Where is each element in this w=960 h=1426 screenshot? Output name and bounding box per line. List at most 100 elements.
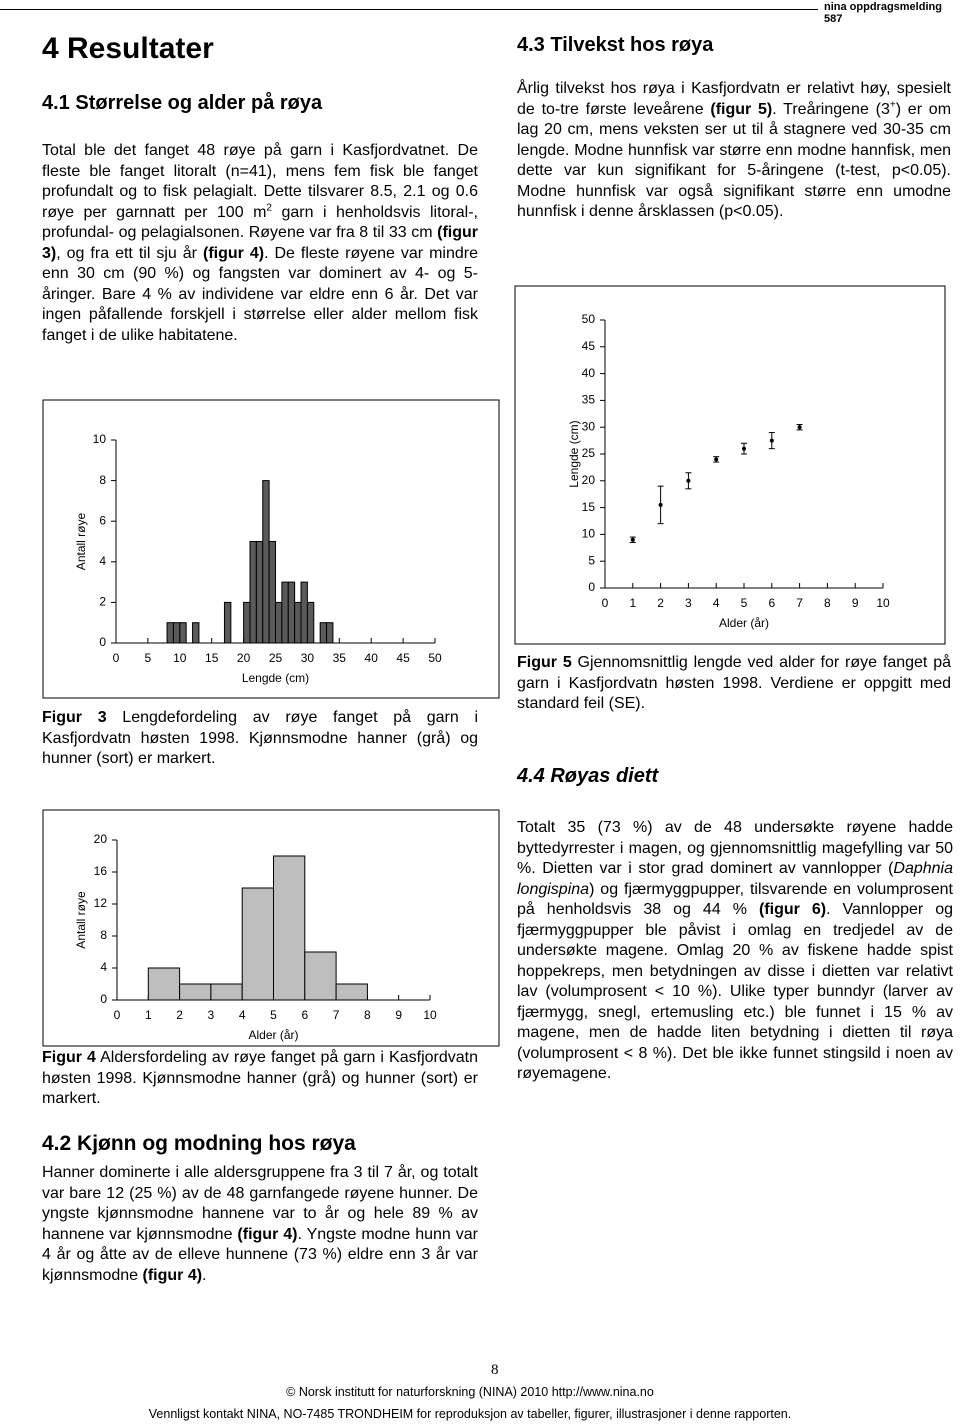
text: Lengdefordeling av røye fanget på garn i… (42, 709, 478, 767)
header-publication: nina oppdragsmelding 587 (824, 1, 942, 25)
x-tick-label: 10 (876, 596, 890, 610)
x-tick-label: 15 (205, 651, 219, 665)
chapter-title: 4 Resultater (42, 32, 214, 65)
section-heading: 4.1 Størrelse og alder på røya (42, 92, 323, 114)
histogram-bar (273, 855, 306, 1001)
histogram-bar (179, 622, 187, 644)
y-tick-label: 8 (99, 473, 106, 487)
x-tick-label: 25 (269, 651, 283, 665)
y-tick-label: 40 (582, 366, 596, 380)
x-tick-label: 1 (629, 596, 636, 610)
superscript: + (889, 99, 896, 111)
histogram-bar (287, 581, 296, 644)
text: garn i henholdsvis litoral-, profundal- … (42, 203, 478, 242)
y-tick-label: 10 (582, 527, 596, 541)
y-tick-label: 50 (582, 312, 596, 326)
figure-frame (514, 285, 946, 645)
text: Aldersfordeling av røye fanget på garn i… (42, 1049, 478, 1107)
histogram-bar (223, 601, 232, 644)
figure-ref: (figur 5) (710, 100, 773, 118)
paragraph: Total ble det fanget 48 røye på garn i K… (42, 141, 478, 346)
y-tick-label: 20 (582, 473, 596, 487)
mean-point (714, 457, 719, 462)
footer-copyright: © Norsk institutt for naturforskning (NI… (286, 1385, 654, 1399)
x-tick-label: 4 (239, 1008, 246, 1022)
x-tick-label: 0 (602, 596, 609, 610)
x-tick-label: 4 (713, 596, 720, 610)
paragraph: Totalt 35 (73 %) av de 48 undersøkte røy… (517, 818, 953, 1085)
x-tick-label: 5 (270, 1008, 277, 1022)
text: Total ble det fanget 48 røye på garn i K… (42, 142, 478, 221)
x-tick-label: 6 (768, 596, 775, 610)
histogram-bar (166, 622, 174, 644)
y-axis-label: Lengde (cm) (567, 420, 581, 487)
histogram-bar (241, 887, 274, 1001)
figure-ref: (figur 4) (142, 1266, 203, 1284)
x-tick-label: 2 (176, 1008, 183, 1022)
histogram-bar (210, 983, 243, 1001)
x-tick-label: 9 (395, 1008, 402, 1022)
x-tick-label: 7 (333, 1008, 340, 1022)
x-tick-label: 3 (208, 1008, 215, 1022)
x-tick-label: 5 (145, 651, 152, 665)
histogram-bar (306, 601, 315, 644)
x-tick-label: 5 (741, 596, 748, 610)
section-heading: 4.4 Røyas diett (517, 765, 659, 787)
text: . Treåringene (3 (772, 100, 890, 118)
mean-point (742, 446, 746, 451)
text: . Vannlopper og fjærmyggpupper ble påvis… (517, 901, 953, 1082)
y-tick-label: 4 (99, 554, 106, 568)
x-axis-label: Lengde (cm) (242, 671, 309, 685)
histogram-bar (192, 622, 200, 644)
histogram-bar (262, 480, 270, 644)
x-tick-label: 10 (173, 651, 187, 665)
y-tick-label: 10 (93, 432, 107, 446)
figure-ref: (figur 4) (237, 1225, 298, 1243)
figure-caption: Figur 4 Aldersfordeling av røye fanget p… (42, 1048, 478, 1110)
x-tick-label: 45 (396, 651, 410, 665)
histogram-bar (326, 622, 334, 644)
figure-ref: (figur 4) (202, 244, 265, 262)
x-tick-label: 6 (301, 1008, 308, 1022)
mean-point (630, 537, 635, 542)
x-axis-label: Alder (år) (248, 1028, 298, 1042)
x-tick-label: 7 (796, 596, 803, 610)
text: ) er om lag 20 cm, mens veksten ser ut t… (517, 100, 952, 221)
figure-frame (42, 399, 500, 699)
x-tick-label: 2 (657, 596, 664, 610)
section-heading: 4.3 Tilvekst hos røya (517, 34, 714, 56)
x-tick-label: 40 (365, 651, 379, 665)
section-heading: 4.2 Kjønn og modning hos røya (42, 1132, 356, 1155)
histogram-bar (275, 601, 283, 644)
x-tick-label: 9 (852, 596, 859, 610)
text: Gjennomsnittlig lengde ved alder for røy… (517, 654, 951, 712)
y-tick-label: 15 (582, 500, 596, 514)
x-tick-label: 10 (423, 1008, 437, 1022)
mean-point (658, 502, 663, 507)
y-tick-label: 6 (99, 513, 106, 527)
y-tick-label: 20 (94, 832, 108, 846)
text: . De fleste røyene var mindre enn 30 cm … (42, 244, 478, 344)
header-rule (0, 9, 818, 10)
text: , og fra ett til sju år (56, 244, 203, 262)
y-tick-label: 35 (582, 393, 596, 407)
footer-notice: Vennligst kontakt NINA, NO-7485 TRONDHEI… (148, 1407, 792, 1421)
y-tick-label: 45 (582, 339, 596, 353)
histogram-bar (281, 581, 289, 644)
page-number: 8 (491, 1362, 499, 1378)
histogram-bar (300, 581, 308, 644)
y-tick-label: 12 (94, 896, 108, 910)
histogram-bar (335, 983, 368, 1001)
y-tick-label: 4 (100, 960, 107, 974)
x-tick-label: 30 (301, 651, 315, 665)
histogram-bar (179, 983, 212, 1001)
y-axis-label: Antall røye (74, 891, 88, 949)
text: . (202, 1266, 207, 1284)
mean-point (797, 425, 802, 430)
x-tick-label: 3 (685, 596, 692, 610)
y-tick-label: 25 (582, 446, 596, 460)
x-tick-label: 20 (237, 651, 251, 665)
mean-point (686, 478, 691, 483)
histogram-bar (255, 541, 264, 644)
